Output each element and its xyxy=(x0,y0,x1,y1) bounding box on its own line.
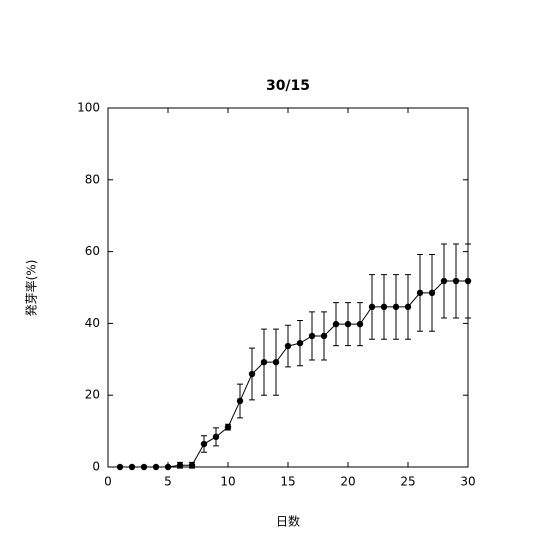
point xyxy=(380,303,388,311)
point xyxy=(332,320,340,328)
point xyxy=(356,320,364,328)
y-tick-label: 100 xyxy=(77,101,100,115)
point xyxy=(392,303,400,311)
x-tick-label: 0 xyxy=(104,475,112,489)
point xyxy=(176,462,184,469)
x-tick-label: 30 xyxy=(460,475,475,489)
point xyxy=(248,370,256,378)
x-tick-label: 20 xyxy=(340,475,355,489)
point xyxy=(296,339,304,347)
y-tick-label: 60 xyxy=(85,244,100,258)
point xyxy=(200,440,208,448)
point xyxy=(164,463,172,471)
point xyxy=(140,463,148,471)
line xyxy=(120,280,468,468)
point xyxy=(260,358,268,366)
point xyxy=(224,423,232,431)
point xyxy=(152,463,160,471)
point xyxy=(440,277,448,285)
point xyxy=(236,397,244,405)
y-tick-label: 80 xyxy=(85,172,100,186)
plot-frame xyxy=(107,107,469,468)
y-tick-label: 0 xyxy=(92,460,100,474)
y-tick-label: 20 xyxy=(85,388,100,402)
x-tick-label: 5 xyxy=(164,475,172,489)
x-tick-label: 10 xyxy=(220,475,235,489)
point xyxy=(368,303,376,311)
x-tick-label: 25 xyxy=(400,475,415,489)
point xyxy=(416,289,424,297)
point xyxy=(212,433,220,441)
point xyxy=(188,462,196,469)
y-tick-label: 40 xyxy=(85,316,100,330)
y-axis-label: 発芽率(%) xyxy=(24,260,39,317)
point xyxy=(404,303,412,311)
point xyxy=(320,332,328,340)
point xyxy=(308,332,316,340)
point xyxy=(464,277,472,285)
point xyxy=(452,277,460,285)
point xyxy=(272,358,280,366)
point xyxy=(128,463,136,471)
point xyxy=(284,342,292,350)
point xyxy=(428,289,436,297)
x-axis-label: 日数 xyxy=(276,514,300,529)
chart-title: 30/15 xyxy=(266,78,310,94)
point xyxy=(344,320,352,328)
x-tick-label: 15 xyxy=(280,475,295,489)
point xyxy=(116,463,124,471)
